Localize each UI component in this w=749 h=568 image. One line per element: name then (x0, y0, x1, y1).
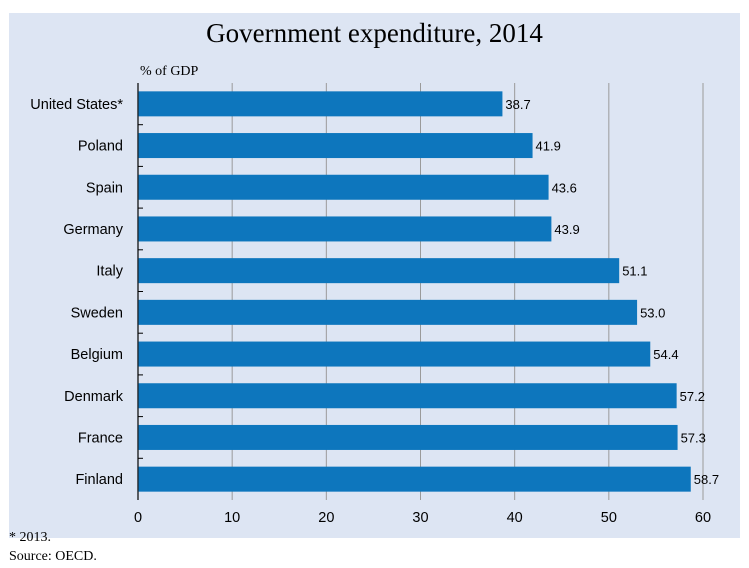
bar-6 (138, 341, 651, 367)
bar-3 (138, 216, 552, 242)
source-note: Source: OECD. (9, 549, 97, 564)
category-label-5: Sweden (71, 305, 123, 321)
value-label-9: 58.7 (694, 472, 719, 487)
category-label-3: Germany (63, 222, 123, 238)
footnote: * 2013. (9, 530, 51, 545)
category-label-9: Finland (75, 472, 123, 488)
category-label-8: France (78, 430, 123, 446)
category-label-6: Belgium (71, 347, 123, 363)
bar-8 (138, 424, 678, 450)
bar-7 (138, 383, 677, 409)
category-label-1: Poland (78, 139, 123, 155)
bar-5 (138, 299, 638, 325)
value-label-3: 43.9 (554, 222, 579, 237)
value-label-7: 57.2 (680, 389, 705, 404)
bar-0 (138, 91, 503, 117)
category-label-7: Denmark (64, 389, 124, 405)
value-label-0: 38.7 (505, 97, 530, 112)
category-label-4: Italy (96, 264, 123, 280)
unit-label: % of GDP (140, 64, 199, 79)
value-label-4: 51.1 (622, 264, 647, 279)
value-label-6: 54.4 (653, 347, 678, 362)
value-label-2: 43.6 (552, 180, 577, 195)
bar-4 (138, 258, 620, 284)
x-tick-label-40: 40 (507, 510, 523, 526)
x-tick-label-50: 50 (601, 510, 617, 526)
bar-1 (138, 133, 533, 159)
value-label-5: 53.0 (640, 305, 665, 320)
category-label-0: United States* (30, 97, 123, 113)
value-label-8: 57.3 (681, 430, 706, 445)
x-tick-label-0: 0 (134, 510, 142, 526)
bar-2 (138, 174, 549, 200)
x-tick-label-10: 10 (224, 510, 240, 526)
category-label-2: Spain (86, 180, 123, 196)
bar-9 (138, 466, 691, 492)
chart-title: Government expenditure, 2014 (206, 18, 543, 48)
value-label-1: 41.9 (536, 139, 561, 154)
x-tick-label-20: 20 (318, 510, 334, 526)
x-tick-label-60: 60 (695, 510, 711, 526)
x-tick-label-30: 30 (412, 510, 428, 526)
